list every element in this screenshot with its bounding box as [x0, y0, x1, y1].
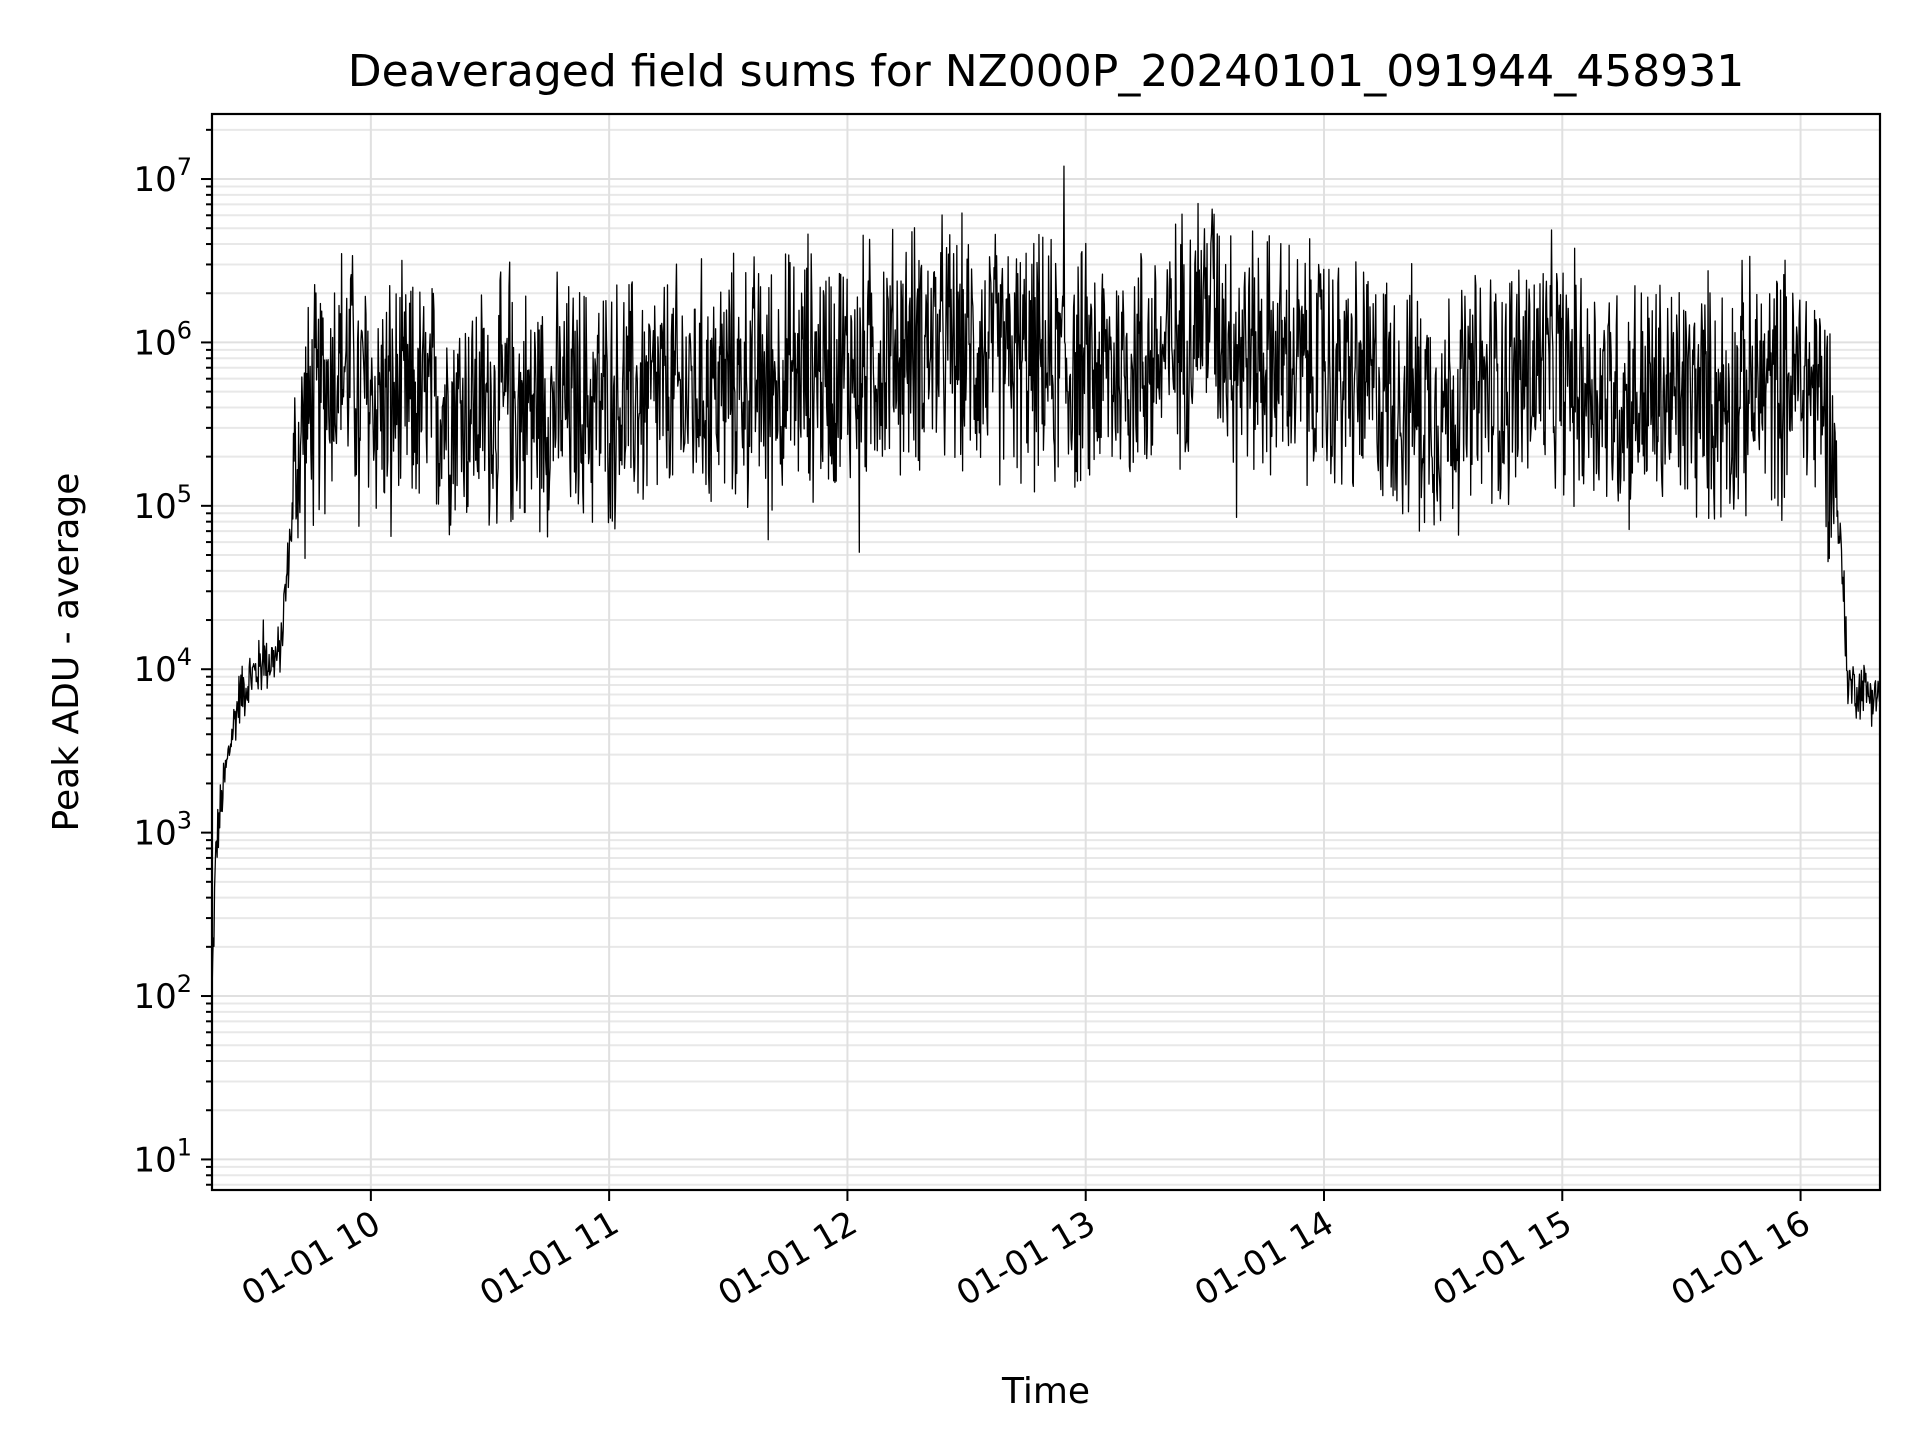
- y-tick-label: 105: [133, 480, 192, 527]
- y-axis-label: Peak ADU - average: [46, 473, 87, 832]
- y-tick-label: 103: [133, 807, 192, 854]
- series-line: [211, 165, 1881, 997]
- x-axis-label: Time: [1001, 1371, 1090, 1412]
- y-tick-label: 101: [133, 1133, 192, 1180]
- y-tick-labels: 101 102 103 104 105 106 107: [133, 153, 192, 1180]
- axis-ticks: [201, 128, 1802, 1201]
- chart-title: Deaveraged field sums for NZ000P_2024010…: [348, 46, 1744, 97]
- minor-gridlines: [212, 128, 1880, 1186]
- y-tick-label: 102: [133, 970, 192, 1017]
- y-tick-label: 107: [133, 153, 192, 200]
- plot-frame: [210, 112, 1882, 1192]
- y-tick-label: 106: [133, 316, 192, 363]
- series-layer: [211, 165, 1881, 997]
- y-tick-label: 104: [133, 643, 192, 690]
